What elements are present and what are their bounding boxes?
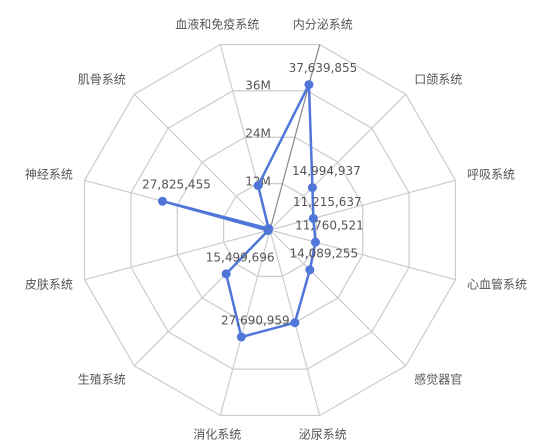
spoke: [269, 179, 456, 231]
category-label: 肌骨系统: [78, 73, 126, 87]
data-label: 14,089,255: [289, 246, 358, 260]
data-point: [221, 269, 231, 279]
category-label: 感觉器官: [414, 371, 462, 386]
radius-axis: [269, 44, 321, 231]
data-point: [305, 265, 315, 275]
category-label: 皮肤系统: [25, 276, 73, 291]
data-label: 11,215,637: [293, 195, 362, 209]
spoke: [269, 229, 407, 367]
data-label: 14,994,937: [292, 164, 361, 178]
data-point: [264, 224, 274, 234]
data-point: [307, 183, 317, 193]
category-label: 神经系统: [25, 168, 73, 182]
category-label: 消化系统: [193, 427, 241, 441]
category-label: 内分泌系统: [293, 18, 353, 32]
spoke: [84, 229, 271, 281]
category-label: 呼吸系统: [467, 168, 515, 182]
data-point: [236, 332, 246, 342]
data-point: [310, 237, 320, 247]
data-label: 27,690,959: [221, 313, 290, 327]
data-label: 15,499,696: [206, 250, 275, 264]
category-label: 泌尿系统: [299, 427, 347, 441]
data-point: [157, 196, 167, 206]
data-point: [308, 213, 318, 223]
spoke: [219, 229, 271, 416]
data-point: [290, 318, 300, 328]
category-label: 口颌系统: [414, 72, 462, 87]
y-tick-label: 36M: [245, 79, 271, 93]
spoke: [269, 93, 407, 231]
data-label: 37,639,855: [289, 61, 358, 75]
data-point: [253, 181, 263, 191]
y-tick-label: 24M: [245, 127, 271, 141]
data-label: 11,760,521: [295, 219, 364, 233]
category-label: 心血管系统: [467, 276, 527, 291]
spoke: [133, 93, 271, 231]
category-label: 生殖系统: [78, 371, 126, 386]
spoke: [269, 229, 456, 281]
data-label: 27,825,455: [142, 178, 211, 192]
category-label: 血液和免疫系统: [175, 17, 259, 32]
data-point: [304, 80, 314, 90]
series-line: [161, 83, 317, 339]
